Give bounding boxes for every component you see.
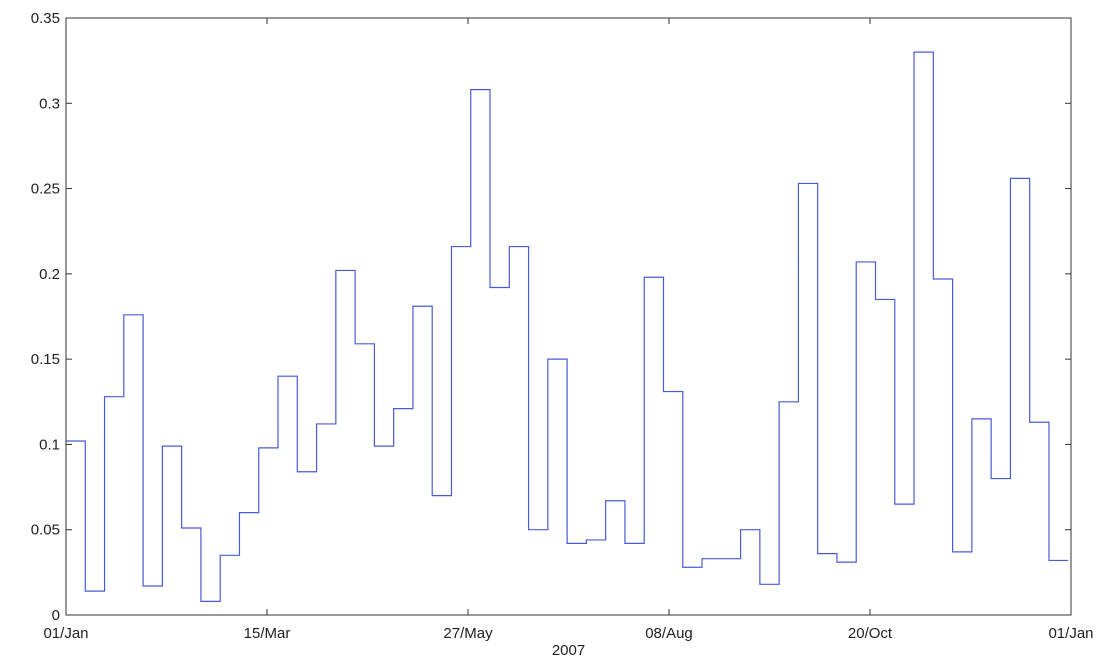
x-axis: 01/Jan 15/Mar 27/May 08/Aug 20/Oct 01/Jan [43,18,1094,642]
x-tick-label: 15/Mar [244,625,291,642]
y-tick-label: 0.25 [31,181,60,198]
y-axis: 0 0.05 0.1 0.15 0.2 0.25 0.3 0.35 [31,10,1071,624]
x-tick-label: 27/May [443,625,493,642]
x-tick-label: 01/Jan [1048,625,1093,642]
y-tick-label: 0.3 [39,95,60,112]
x-tick-label: 08/Aug [645,625,693,642]
y-tick-label: 0.1 [39,436,60,453]
x-tick-label: 01/Jan [43,625,88,642]
y-tick-label: 0.15 [31,351,60,368]
y-tick-label: 0.05 [31,522,60,539]
series-layer [66,51,1069,602]
series-line [66,51,1069,602]
y-tick-label: 0.2 [39,266,60,283]
y-tick-label: 0 [52,607,60,624]
x-tick-label: 20/Oct [848,625,893,642]
y-tick-label: 0.35 [31,10,60,27]
x-axis-label: 2007 [552,642,585,659]
plot-frame [65,17,1072,616]
